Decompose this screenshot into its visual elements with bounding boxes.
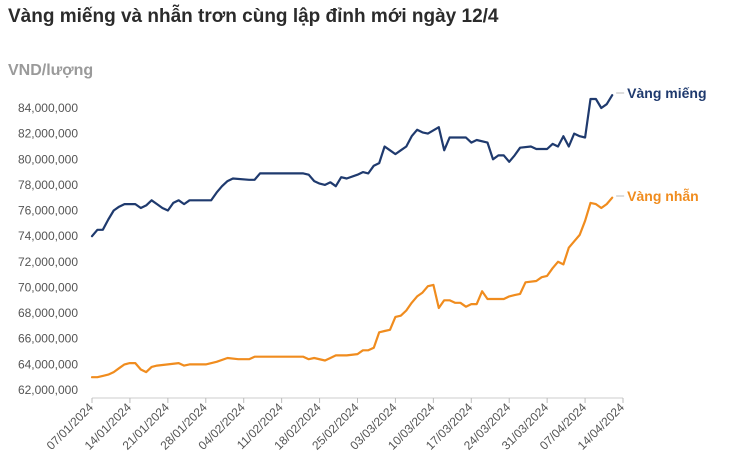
y-tick-label: 66,000,000 xyxy=(18,332,78,346)
y-axis-ticks: 62,000,000 64,000,000 66,000,000 68,000,000… xyxy=(18,101,78,397)
y-tick-label: 64,000,000 xyxy=(18,357,78,371)
y-tick-label: 76,000,000 xyxy=(18,204,78,218)
y-tick-label: 68,000,000 xyxy=(18,306,78,320)
y-tick-label: 82,000,000 xyxy=(18,127,78,141)
chart-title: Vàng miếng và nhẫn trơn cùng lập đỉnh mớ… xyxy=(8,6,499,27)
series-lines xyxy=(90,94,614,379)
y-tick-label: 62,000,000 xyxy=(18,383,78,397)
series-line-0 xyxy=(90,94,614,238)
y-tick-label: 74,000,000 xyxy=(18,229,78,243)
y-tick-label: 78,000,000 xyxy=(18,178,78,192)
y-tick-label: 72,000,000 xyxy=(18,255,78,269)
series-line-1 xyxy=(90,196,614,379)
y-tick-label: 80,000,000 xyxy=(18,152,78,166)
y-axis-unit-label: VND/lượng xyxy=(8,62,94,79)
series-label-0: Vàng miếng xyxy=(627,85,706,101)
series-labels: Vàng miếng Vàng nhẫn xyxy=(616,85,707,204)
x-axis-ticks: 07/01/202414/01/202421/01/202428/01/2024… xyxy=(44,398,627,453)
series-label-1: Vàng nhẫn xyxy=(627,188,699,204)
y-tick-label: 84,000,000 xyxy=(18,101,78,115)
y-tick-label: 70,000,000 xyxy=(18,280,78,294)
